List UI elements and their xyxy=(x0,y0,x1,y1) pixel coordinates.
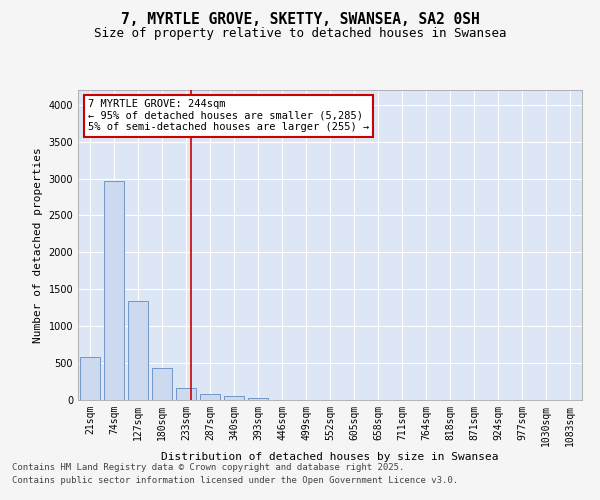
Bar xyxy=(176,388,196,400)
Text: 7, MYRTLE GROVE, SKETTY, SWANSEA, SA2 0SH: 7, MYRTLE GROVE, SKETTY, SWANSEA, SA2 0S… xyxy=(121,12,479,28)
Bar xyxy=(104,181,124,400)
X-axis label: Distribution of detached houses by size in Swansea: Distribution of detached houses by size … xyxy=(161,452,499,462)
Text: Contains HM Land Registry data © Crown copyright and database right 2025.: Contains HM Land Registry data © Crown c… xyxy=(12,462,404,471)
Bar xyxy=(128,301,148,400)
Bar xyxy=(224,396,244,400)
Bar xyxy=(248,398,268,400)
Text: 7 MYRTLE GROVE: 244sqm
← 95% of detached houses are smaller (5,285)
5% of semi-d: 7 MYRTLE GROVE: 244sqm ← 95% of detached… xyxy=(88,100,370,132)
Bar xyxy=(200,394,220,400)
Bar xyxy=(152,368,172,400)
Bar xyxy=(80,357,100,400)
Y-axis label: Number of detached properties: Number of detached properties xyxy=(33,147,43,343)
Text: Size of property relative to detached houses in Swansea: Size of property relative to detached ho… xyxy=(94,28,506,40)
Text: Contains public sector information licensed under the Open Government Licence v3: Contains public sector information licen… xyxy=(12,476,458,485)
